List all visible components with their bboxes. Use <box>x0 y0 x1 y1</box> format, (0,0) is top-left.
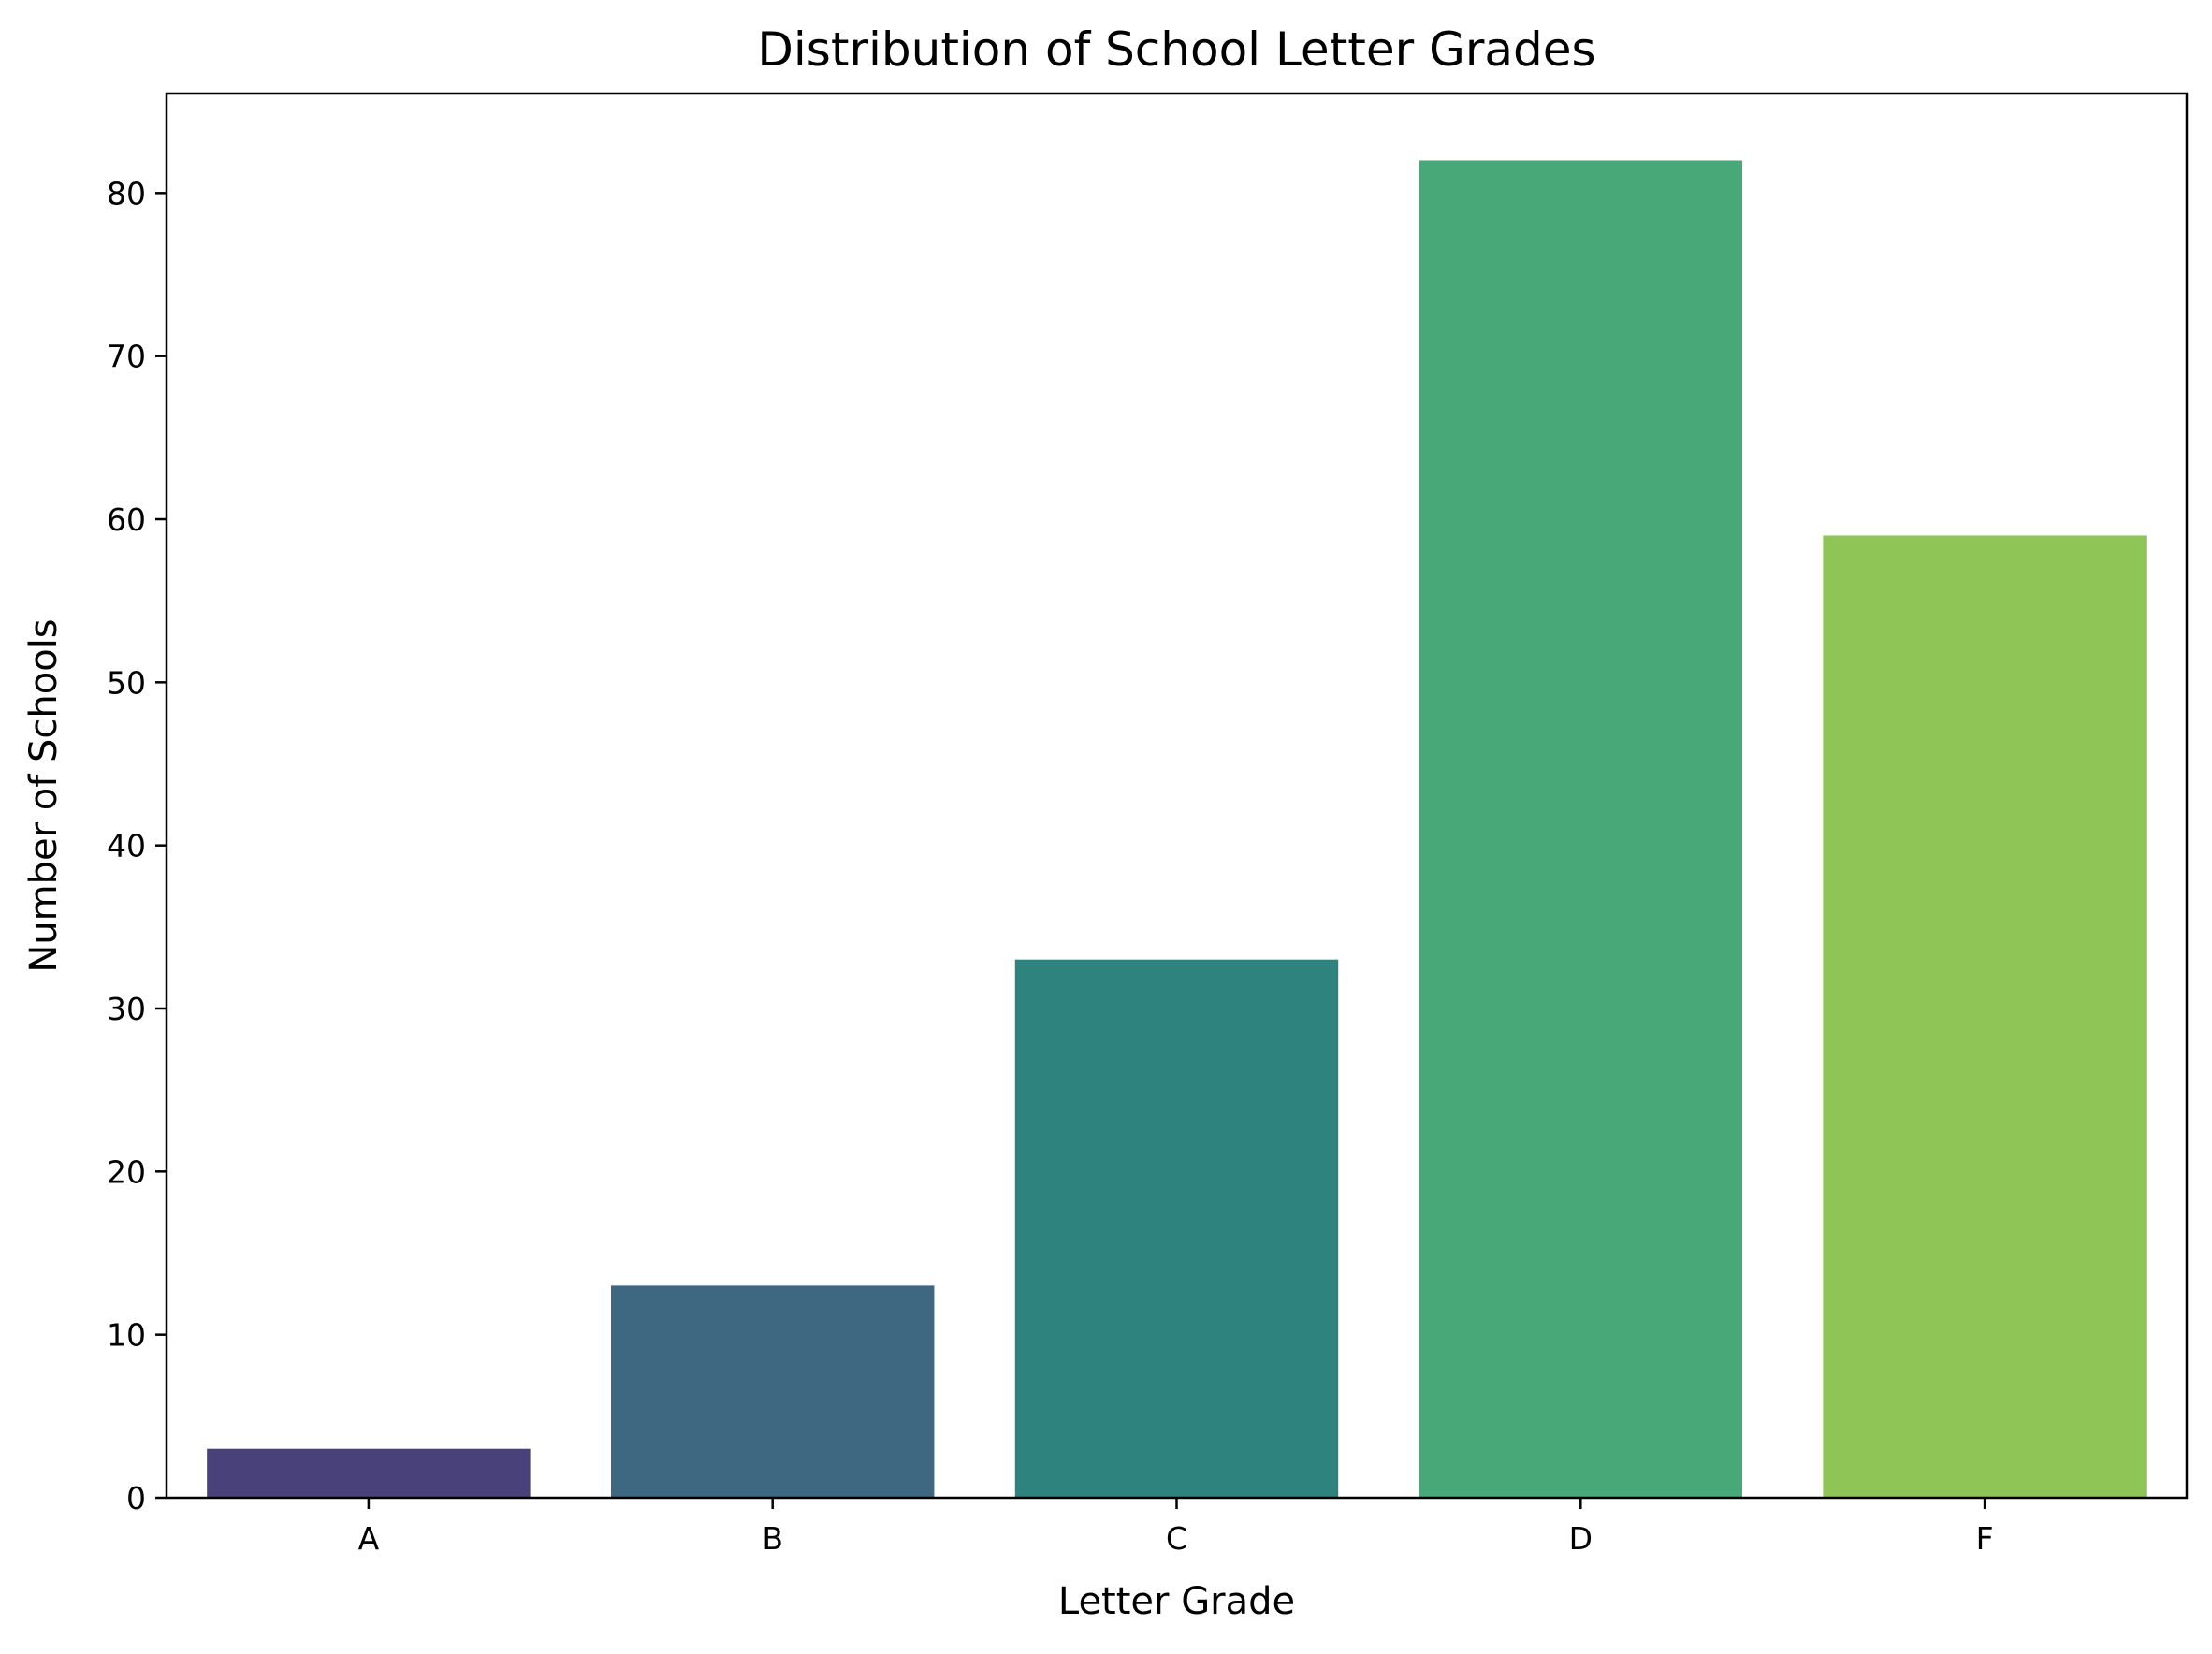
y-tick-label: 50 <box>107 664 146 701</box>
y-tick-label: 0 <box>126 1480 146 1516</box>
bar-a <box>207 1448 531 1498</box>
y-tick-label: 70 <box>107 339 146 375</box>
plot-frame <box>165 92 2189 1500</box>
bars-layer <box>207 160 2147 1498</box>
x-tick-label-f: F <box>1976 1520 1994 1557</box>
y-tick-label: 30 <box>107 991 146 1027</box>
bar-f <box>1823 535 2147 1498</box>
y-tick-label: 20 <box>107 1153 146 1190</box>
x-tick-label-d: D <box>1569 1520 1593 1557</box>
y-tick-label: 40 <box>107 828 146 864</box>
x-tick-label-a: A <box>358 1520 380 1557</box>
x-axis-label: Letter Grade <box>1058 1580 1295 1623</box>
y-axis-ticks: 0 10 20 30 40 50 60 70 80 <box>107 175 167 1516</box>
x-tick-label-c: C <box>1166 1520 1187 1557</box>
chart-title: Distribution of School Letter Grades <box>757 22 1595 77</box>
y-tick-label: 60 <box>107 501 146 538</box>
y-axis-label: Number of Schools <box>22 618 65 972</box>
y-tick-label: 10 <box>107 1317 146 1354</box>
bar-d <box>1419 160 1743 1498</box>
bar-c <box>1014 959 1339 1498</box>
x-tick-label-b: B <box>762 1520 783 1557</box>
bar-b <box>610 1285 935 1498</box>
y-tick-label: 80 <box>107 175 146 211</box>
